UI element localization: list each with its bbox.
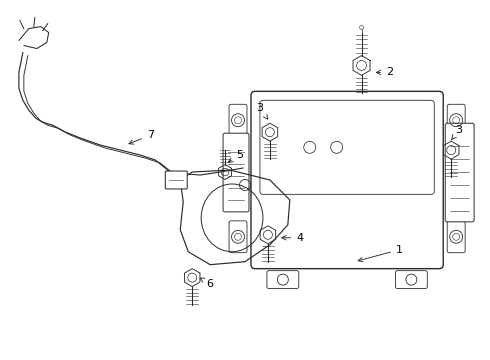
Text: 3: 3 <box>256 103 268 119</box>
FancyBboxPatch shape <box>229 104 247 136</box>
FancyBboxPatch shape <box>251 91 443 269</box>
Text: 1: 1 <box>358 245 403 262</box>
Text: 6: 6 <box>200 278 214 289</box>
FancyBboxPatch shape <box>260 100 434 194</box>
FancyBboxPatch shape <box>447 104 465 136</box>
FancyBboxPatch shape <box>447 221 465 253</box>
FancyBboxPatch shape <box>395 271 427 289</box>
Text: 4: 4 <box>282 233 303 243</box>
Text: 7: 7 <box>129 130 154 144</box>
Text: 3: 3 <box>451 125 463 140</box>
Text: 5: 5 <box>228 150 244 162</box>
FancyBboxPatch shape <box>445 123 474 222</box>
FancyBboxPatch shape <box>229 221 247 253</box>
FancyBboxPatch shape <box>267 271 299 289</box>
FancyBboxPatch shape <box>223 133 249 212</box>
Text: 2: 2 <box>376 67 393 77</box>
FancyBboxPatch shape <box>165 171 187 189</box>
